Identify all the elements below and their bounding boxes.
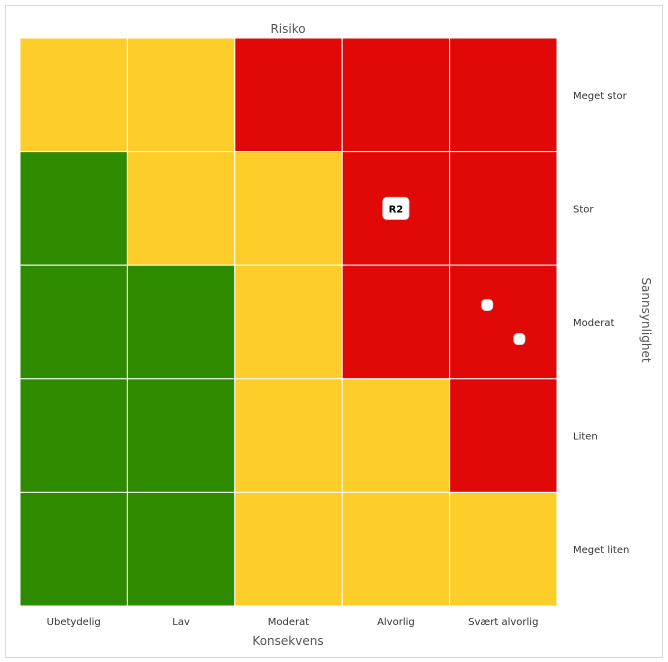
y-tick-label: Liten — [573, 432, 598, 443]
matrix-cell — [341, 378, 451, 493]
y-tick-label: Moderat — [573, 318, 614, 329]
matrix-cell — [234, 378, 343, 493]
x-tick-label: Alvorlig — [377, 617, 415, 628]
matrix-cell — [449, 37, 558, 153]
x-tick-labels: Ubetydelig Lav Moderat Alvorlig Svært alvorl… — [47, 617, 539, 628]
x-tick-label: Svært alvorlig — [468, 617, 538, 628]
matrix-cell — [19, 151, 128, 266]
chart-frame — [5, 5, 663, 658]
x-tick-label: Moderat — [268, 617, 309, 628]
matrix-cell — [234, 151, 343, 266]
risk-marker[interactable] — [382, 196, 410, 220]
matrix-cell — [449, 378, 558, 493]
matrix-cell — [234, 37, 343, 153]
matrix-cell — [449, 491, 558, 607]
x-axis-label: Konsekvens — [252, 634, 323, 648]
matrix-cell — [234, 491, 343, 607]
matrix-cell — [341, 37, 451, 153]
matrix-cell — [126, 151, 236, 266]
matrix-cell — [341, 491, 451, 607]
risk-marker[interactable] — [481, 298, 494, 311]
matrix-cell — [126, 37, 236, 153]
matrix-cell — [126, 378, 236, 493]
matrix-cell — [341, 151, 451, 266]
matrix-cell — [449, 264, 558, 380]
matrix-cell — [126, 264, 236, 380]
matrix-cell — [449, 151, 558, 266]
matrix-cell — [19, 37, 128, 153]
matrix-cell — [19, 491, 128, 607]
y-tick-label: Meget liten — [573, 545, 629, 556]
chart-title: Risiko — [270, 22, 305, 36]
y-tick-labels: Meget stor Stor Moderat Liten Meget liten — [573, 91, 629, 556]
x-tick-label: Lav — [172, 617, 190, 628]
risk-markers: R2 — [382, 196, 526, 346]
matrix-cell — [341, 264, 451, 380]
y-axis-label: Sannsynlighet — [639, 277, 653, 362]
matrix-cell — [126, 491, 236, 607]
y-tick-label: Meget stor — [573, 91, 628, 102]
matrix-cells — [19, 37, 558, 607]
y-tick-label: Stor — [573, 204, 594, 215]
matrix-cell — [19, 378, 128, 493]
matrix-cell — [234, 264, 343, 380]
x-tick-label: Ubetydelig — [47, 617, 101, 628]
risk-marker-label: R2 — [389, 204, 404, 215]
risk-marker[interactable] — [513, 333, 526, 346]
matrix-cell — [19, 264, 128, 380]
